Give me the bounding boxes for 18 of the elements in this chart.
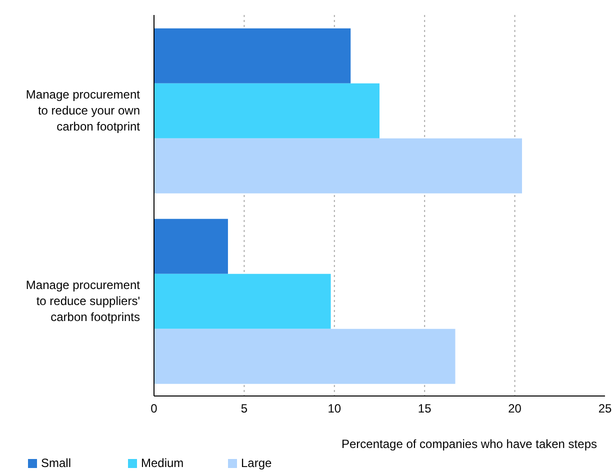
x-tick-label: 0 (150, 402, 158, 416)
bar (154, 328, 456, 384)
y-tick-label: Manage procurement to reduce suppliers' carbon footprints (26, 278, 141, 324)
bar (154, 138, 522, 194)
x-tick-label: 5 (240, 402, 248, 416)
legend-label: Small (41, 456, 72, 470)
x-tick-label: 15 (418, 402, 432, 416)
x-tick-label: 10 (328, 402, 342, 416)
x-tick-label: 25 (598, 402, 612, 416)
legend-label: Large (241, 456, 272, 470)
bar (154, 218, 228, 274)
bar (154, 274, 331, 329)
bar (154, 83, 380, 138)
legend-label: Medium (141, 456, 184, 470)
x-axis-title: Percentage of companies who have taken steps (342, 437, 597, 451)
bar (154, 28, 351, 84)
x-tick-label: 20 (508, 402, 522, 416)
y-tick-label: Manage procurement to reduce your own carbon footprint (26, 87, 141, 134)
